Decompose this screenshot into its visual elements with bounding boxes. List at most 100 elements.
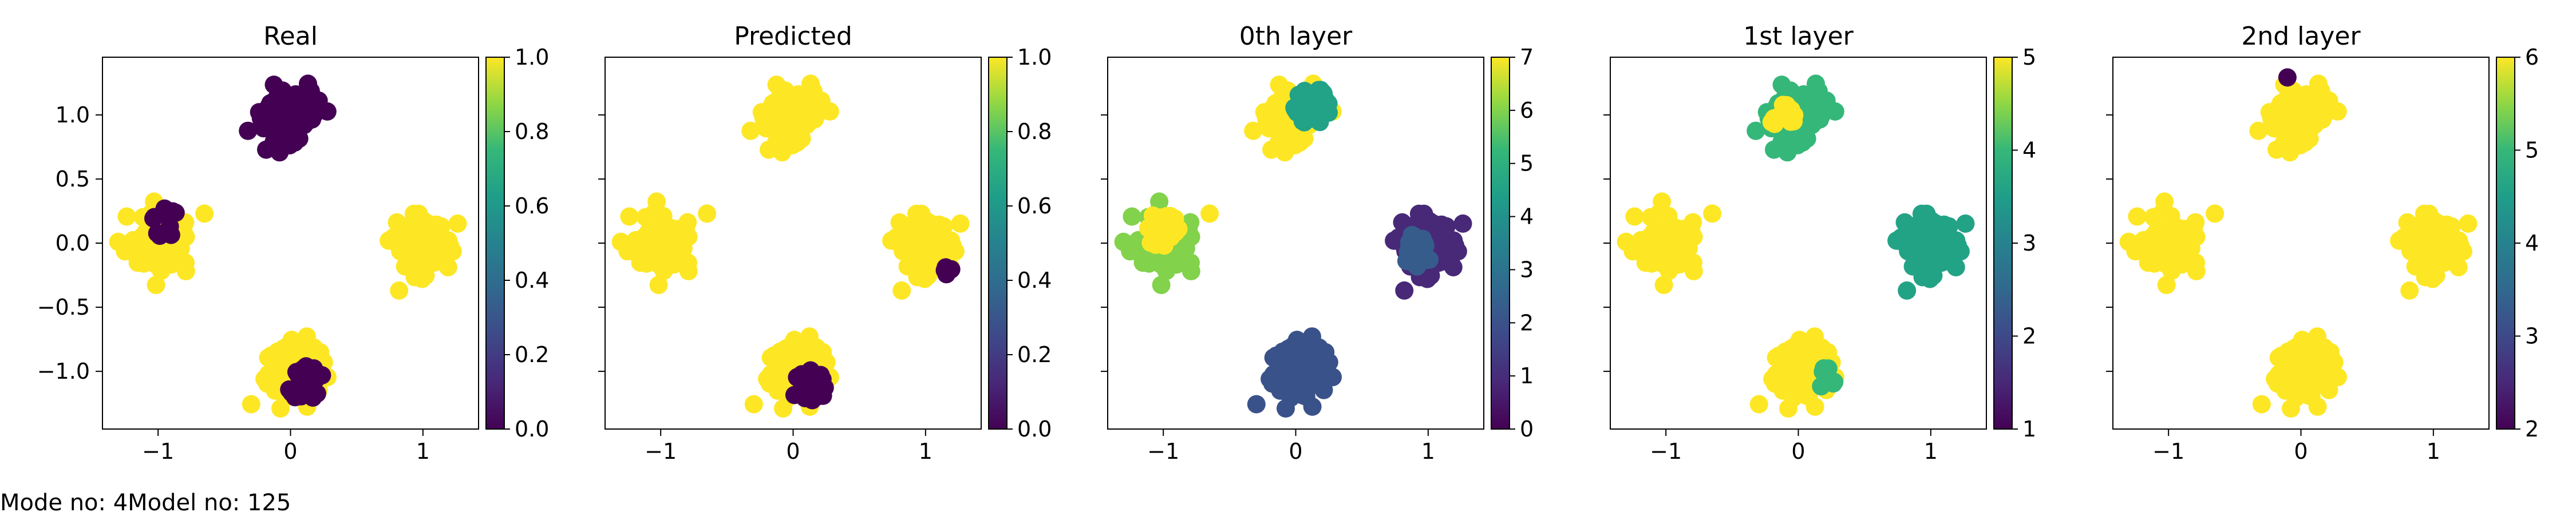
scatter-point bbox=[264, 352, 283, 371]
scatter-point bbox=[1703, 204, 1722, 223]
scatter-point bbox=[2155, 192, 2174, 211]
chart-title: Real bbox=[263, 22, 318, 51]
colorbar-tick-label: 2 bbox=[2525, 416, 2539, 442]
colorbar-tick-label: 4 bbox=[2022, 138, 2036, 163]
scatter-point bbox=[1255, 103, 1274, 122]
y-tick-label: 0.0 bbox=[56, 231, 90, 256]
scatter-point bbox=[1279, 121, 1298, 140]
y-tick-label: −1.0 bbox=[37, 359, 90, 384]
colorbar-tick-label: 1.0 bbox=[1017, 45, 1052, 70]
scatter-point bbox=[307, 369, 326, 388]
scatter-point bbox=[2274, 352, 2293, 371]
x-tick-label: 0 bbox=[1289, 439, 1302, 464]
colorbar-tick-label: 3 bbox=[2525, 324, 2539, 349]
colorbar-tick-label: 4 bbox=[2525, 231, 2539, 256]
scatter-point bbox=[639, 241, 658, 260]
x-tick-label: −1 bbox=[1147, 439, 1179, 464]
scatter-point bbox=[1790, 360, 1809, 379]
scatter-point bbox=[278, 101, 297, 120]
scatter-point bbox=[239, 121, 258, 140]
colorbar-tick-label: 1.0 bbox=[515, 45, 549, 70]
colorbar-tick-label: 6 bbox=[1520, 98, 1534, 123]
scatter-point bbox=[287, 363, 306, 382]
scatter-point bbox=[1641, 208, 1660, 227]
scatter-point bbox=[1653, 192, 1672, 211]
x-tick-label: 1 bbox=[416, 439, 430, 464]
colorbar-tick-label: 0.8 bbox=[515, 119, 549, 144]
scatter-point bbox=[285, 133, 304, 152]
scatter-point bbox=[2459, 214, 2478, 233]
scatter-point bbox=[2164, 253, 2183, 272]
scatter-point bbox=[2144, 208, 2163, 227]
colorbar-tick-label: 1 bbox=[1520, 363, 1534, 388]
colorbar-tick-label: 4 bbox=[1520, 204, 1534, 229]
scatter-point bbox=[117, 207, 136, 226]
colorbar: 0.0 0.2 0.4 0.6 0.8 1.0 bbox=[485, 45, 549, 442]
scatter-point bbox=[1793, 133, 1812, 152]
chart-panel-0: Real −1 0 1 −1.0 −0.5 0.0 0.5 1.0 0.0 0.2 0.4 0.6 0.8… bbox=[37, 22, 550, 464]
scatter-point bbox=[1913, 268, 1932, 287]
scatter-point bbox=[1929, 223, 1948, 242]
scatter-point bbox=[144, 209, 163, 228]
scatter-point bbox=[1314, 84, 1333, 103]
scatter-points bbox=[611, 74, 970, 418]
colorbar-gradient bbox=[1994, 57, 2012, 429]
scatter-point bbox=[2265, 119, 2283, 138]
scatter-point bbox=[1444, 233, 1463, 252]
scatter-point bbox=[2293, 331, 2312, 350]
scatter-point bbox=[1947, 233, 1966, 252]
scatter-point bbox=[2281, 143, 2300, 162]
colorbar-gradient bbox=[989, 57, 1007, 429]
scatter-point bbox=[744, 395, 763, 414]
colorbar-tick-label: 7 bbox=[1520, 45, 1534, 70]
scatter-point bbox=[274, 121, 293, 140]
scatter-point bbox=[788, 133, 807, 152]
colorbar-tick-label: 3 bbox=[1520, 257, 1534, 282]
scatter-point bbox=[951, 214, 970, 233]
scatter-point bbox=[1747, 121, 1765, 140]
scatter-point bbox=[2162, 207, 2180, 225]
scatter-point bbox=[2157, 276, 2176, 295]
colorbar-tick-label: 2 bbox=[1520, 310, 1534, 335]
scatter-point bbox=[1944, 251, 1963, 270]
colorbar: 2 3 4 5 6 bbox=[2496, 45, 2539, 442]
chart-panel-2: 0th layer −1 0 1 0 1 2 3 4 5 6 7 bbox=[1101, 22, 1534, 464]
scatter-point bbox=[1956, 214, 1975, 233]
colorbar-tick-label: 6 bbox=[2525, 45, 2539, 70]
scatter-point bbox=[1783, 382, 1801, 401]
scatter-point bbox=[1323, 368, 1342, 387]
scatter-point bbox=[776, 81, 795, 100]
scatter-point bbox=[303, 388, 322, 407]
scatter-point bbox=[1898, 281, 1917, 300]
scatter-point bbox=[1311, 342, 1329, 361]
scatter-point bbox=[767, 352, 785, 371]
colorbar-tick-label: 0.6 bbox=[515, 193, 549, 219]
scatter-point bbox=[1287, 331, 1306, 350]
x-tick-label: 1 bbox=[919, 439, 933, 464]
scatter-point bbox=[2169, 239, 2188, 258]
scatter-points bbox=[109, 74, 467, 418]
scatter-point bbox=[2316, 342, 2334, 361]
scatter-point bbox=[439, 233, 458, 252]
scatter-point bbox=[1161, 228, 1180, 247]
scatter-point bbox=[1778, 143, 1797, 162]
colorbar-tick-label: 0.4 bbox=[1017, 268, 1052, 293]
scatter-point bbox=[1303, 370, 1322, 388]
scatter-point bbox=[780, 101, 799, 120]
colorbar-gradient bbox=[486, 57, 504, 429]
colorbar: 1 2 3 4 5 bbox=[1993, 45, 2036, 442]
scatter-point bbox=[390, 281, 409, 300]
scatter-point bbox=[2296, 133, 2314, 152]
scatter-point bbox=[1812, 377, 1831, 396]
scatter-point bbox=[2267, 368, 2286, 387]
scatter-point bbox=[2449, 233, 2468, 252]
footer-text: Mode no: 4Model no: 125 bbox=[0, 490, 291, 516]
scatter-point bbox=[1790, 331, 1809, 350]
scatter-point bbox=[250, 103, 268, 122]
colorbar-tick-label: 5 bbox=[1520, 151, 1534, 176]
scatter-point bbox=[1295, 113, 1314, 132]
mode-number-text: Mode no: 4 bbox=[0, 490, 128, 516]
scatter-point bbox=[785, 331, 804, 350]
colorbar-tick-label: 0.6 bbox=[1017, 193, 1052, 219]
colorbar-tick-label: 2 bbox=[2022, 324, 2036, 349]
